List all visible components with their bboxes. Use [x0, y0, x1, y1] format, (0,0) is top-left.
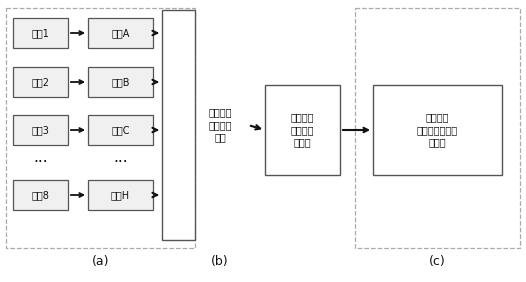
Text: 信号1: 信号1: [32, 28, 49, 38]
Text: ···: ···: [113, 155, 128, 170]
Text: 通道A: 通道A: [112, 28, 130, 38]
Text: 通道B: 通道B: [112, 77, 130, 87]
Text: 同步时域
开窗提取
信号: 同步时域 开窗提取 信号: [208, 108, 232, 142]
Bar: [88, 180, 153, 210]
Bar: [355, 8, 520, 248]
Text: (c): (c): [429, 255, 446, 268]
Bar: [373, 85, 502, 175]
Bar: [6, 8, 195, 248]
Bar: [162, 10, 195, 240]
Bar: [265, 85, 340, 175]
Text: 信号3: 信号3: [32, 125, 49, 135]
Text: 对各窗内
脉冲幅値
求平均: 对各窗内 脉冲幅値 求平均: [291, 113, 314, 147]
Text: ···: ···: [33, 155, 48, 170]
Bar: [13, 67, 68, 97]
Bar: [88, 67, 153, 97]
Bar: [88, 115, 153, 145]
Bar: [13, 18, 68, 48]
Bar: [13, 115, 68, 145]
Text: 输出数据
绘制平均放电量
波形图: 输出数据 绘制平均放电量 波形图: [417, 113, 458, 147]
Bar: [88, 18, 153, 48]
Text: 通道H: 通道H: [111, 190, 130, 200]
Text: 通道C: 通道C: [112, 125, 130, 135]
Text: 信号8: 信号8: [32, 190, 49, 200]
Bar: [13, 180, 68, 210]
Text: 信号2: 信号2: [32, 77, 49, 87]
Text: (b): (b): [211, 255, 229, 268]
Text: (a): (a): [92, 255, 109, 268]
